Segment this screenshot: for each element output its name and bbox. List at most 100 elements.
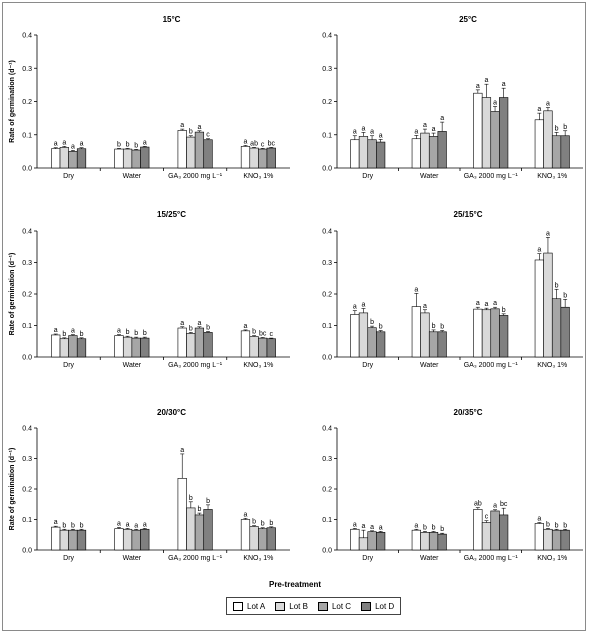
panel-4-significance-letter: a xyxy=(484,301,488,308)
legend-label-lot-b: Lot B xyxy=(289,601,308,611)
panel-1-significance-letter: ab xyxy=(250,140,258,147)
panel-5-x-tick-label: KNO₃ 1% xyxy=(243,555,273,562)
panel-2-significance-letter: a xyxy=(546,100,550,107)
panel-1-bar xyxy=(177,130,187,169)
panel-1-bar xyxy=(258,148,268,169)
panel-4-significance-letter: b xyxy=(502,307,506,314)
panel-2-bar xyxy=(428,136,439,169)
panel-1-significance-letter: b xyxy=(189,129,193,136)
panel-5-y-tick-label: 0.0 xyxy=(22,548,32,555)
panel-5-bar xyxy=(51,526,61,551)
panel-1-y-tick-label: 0.4 xyxy=(22,33,32,40)
panel-5-bar xyxy=(114,528,124,551)
panel-2-x-tick-label: Water xyxy=(420,173,439,180)
panel-2-significance-letter: a xyxy=(414,128,418,135)
panel-5-x-tick-label: Dry xyxy=(63,555,74,562)
panel-6-bar xyxy=(437,533,447,551)
panel-4-x-tick-label: KNO₃ 1% xyxy=(537,362,567,369)
panel-6-significance-letter: ab xyxy=(474,501,482,508)
panel-2-significance-letter: a xyxy=(476,83,480,90)
panel-6-bar xyxy=(481,522,492,551)
panel-5-bar xyxy=(140,528,150,551)
panel-3-significance-letter: b xyxy=(126,329,130,336)
panel-1-significance-letter: a xyxy=(62,139,66,146)
panel-5-significance-letter: a xyxy=(117,520,121,527)
panel-1-bar xyxy=(114,148,124,169)
legend-label-lot-d: Lot D xyxy=(375,601,395,611)
panel-5-bar xyxy=(186,507,196,551)
panel-5-significance-letter: a xyxy=(244,511,248,518)
panel-4-significance-letter: a xyxy=(546,230,550,237)
legend-item-lot-a: Lot A xyxy=(233,601,265,611)
panel-1-bar xyxy=(51,148,61,169)
panel-5-significance-letter: b xyxy=(252,519,256,526)
panel-6-bar xyxy=(428,532,439,551)
panel-3-bar xyxy=(258,337,268,358)
panel-2-bar xyxy=(350,139,360,169)
panel-1-title: 15°C xyxy=(163,15,181,24)
panel-6-bar xyxy=(376,532,386,551)
panel-4-x-tick-label: GA₃ 2000 mg L⁻¹ xyxy=(464,362,519,369)
panel-4-y-tick-label: 0.4 xyxy=(322,229,332,236)
panel-1-y-tick-label: 0.2 xyxy=(22,99,32,106)
panel-2-significance-letter: a xyxy=(432,126,436,133)
panel-2-title: 25°C xyxy=(459,15,477,24)
panel-6-bar xyxy=(560,529,570,551)
panel-6-y-tick-label: 0.1 xyxy=(322,517,332,524)
panel-2-significance-letter: b xyxy=(563,124,567,131)
panel-1-significance-letter: c xyxy=(261,141,265,148)
panel-3-significance-letter: b xyxy=(206,324,210,331)
panel-6-title: 20/35°C xyxy=(454,408,483,417)
panel-3-y-tick-label: 0.2 xyxy=(22,292,32,299)
panel-1-bar xyxy=(266,147,276,169)
panel-2-significance-letter: a xyxy=(440,115,444,122)
panel-6-bar xyxy=(358,537,369,551)
panel-2-significance-letter: a xyxy=(537,106,541,113)
panel-6-significance-letter: b xyxy=(432,524,436,531)
panel-6-significance-letter: b xyxy=(440,526,444,533)
panel-6-significance-letter: b xyxy=(546,521,550,528)
panel-3-y-tick-label: 0.1 xyxy=(22,323,32,330)
panel-2-bar xyxy=(534,119,544,169)
panel-3-bar xyxy=(177,327,187,358)
panel-2-bar xyxy=(543,110,553,169)
panel-5-x-tick-label: GA₃ 2000 mg L⁻¹ xyxy=(168,555,223,562)
panel-3-bar xyxy=(114,335,124,358)
panel-4-bar xyxy=(560,306,570,358)
panel-1-x-tick-label: Water xyxy=(123,173,142,180)
panel-2-y-tick-label: 0.1 xyxy=(322,132,332,139)
panel-6-significance-letter: b xyxy=(563,522,567,529)
panel-6-bar xyxy=(367,531,377,551)
panel-1-significance-letter: a xyxy=(143,139,147,146)
panel-4-significance-letter: a xyxy=(361,301,365,308)
panel-1-bar xyxy=(194,131,205,169)
panel-1-x-tick-label: KNO₃ 1% xyxy=(243,173,273,180)
legend-item-lot-b: Lot B xyxy=(275,601,308,611)
panel-6-y-tick-label: 0.4 xyxy=(322,426,332,433)
panel-6-x-tick-label: Water xyxy=(420,555,439,562)
panel-6-significance-letter: a xyxy=(493,503,497,510)
panel-1-bar xyxy=(76,148,87,169)
panel-6-x-tick-label: Dry xyxy=(362,555,373,562)
panel-3-significance-letter: a xyxy=(244,323,248,330)
panel-1-bar xyxy=(186,136,196,169)
panel-1-bar xyxy=(203,139,213,169)
panel-3-significance-letter: a xyxy=(197,320,201,327)
panel-1-bar xyxy=(131,149,141,169)
panel-1-y-tick-label: 0.3 xyxy=(22,66,32,73)
legend-item-lot-c: Lot C xyxy=(317,601,351,611)
panel-3-bar xyxy=(240,330,251,358)
panel-6-y-tick-label: 0.2 xyxy=(322,487,332,494)
panel-5-significance-letter: b xyxy=(261,521,265,528)
panel-4-significance-letter: b xyxy=(555,282,559,289)
panel-3-bar xyxy=(186,333,196,358)
panel-1-significance-letter: a xyxy=(54,141,58,148)
panel-6-bar xyxy=(551,529,562,551)
panel-1-significance-letter: bc xyxy=(268,140,276,147)
panel-6-significance-letter: b xyxy=(555,522,559,529)
panel-4-bar xyxy=(481,309,492,358)
panel-4-bar xyxy=(428,331,439,358)
panel-3-bar xyxy=(59,338,69,358)
panel-5-significance-letter: a xyxy=(54,519,58,526)
